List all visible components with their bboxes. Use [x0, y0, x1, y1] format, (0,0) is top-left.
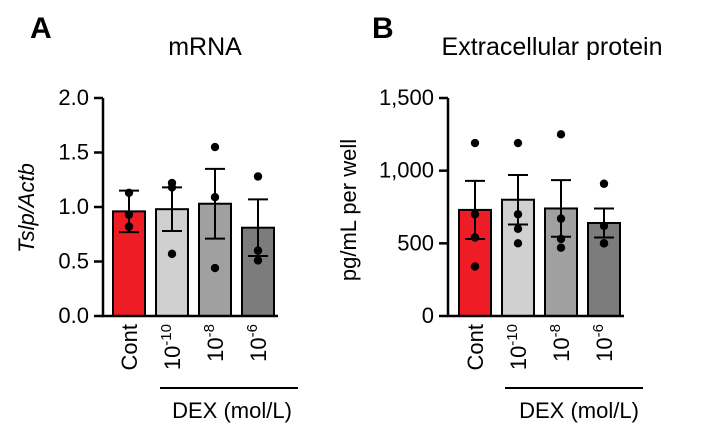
panel-a-y-tick-label: 0.5 [58, 249, 89, 274]
panel-b-x-tick-label: 10-8 [547, 324, 574, 362]
panel-b-data-point [513, 138, 523, 148]
panel-a-data-point [253, 172, 263, 181]
panel-a-group-label: DEX (mol/L) [172, 398, 292, 423]
panel-b-y-tick-label: 1,000 [379, 158, 434, 183]
panel-b-title: Extracellular protein [442, 33, 663, 61]
panel-a-data-point [167, 183, 177, 192]
panel-b-data-point [599, 239, 609, 248]
panel-a-y-axis-label: Tslp/Actb [14, 163, 39, 253]
panel-b-x-tick-label: 10-6 [590, 324, 617, 362]
panel-a-data-point [124, 210, 134, 219]
panel-a-data-point [124, 222, 134, 231]
panel-b-x-tick-label: 10-10 [504, 324, 531, 370]
panel-b-data-point [556, 214, 566, 223]
panel-b-y-axis-label: pg/mL per well [336, 139, 361, 281]
panel-a-data-point [210, 263, 220, 273]
panel-b-data-point [556, 234, 566, 244]
panel-b-data-point [556, 130, 566, 139]
panel-b-letter: B [372, 12, 394, 45]
panel-b-data-point [556, 243, 566, 252]
panel-b-data-point [470, 233, 480, 242]
panel-a-title: mRNA [168, 33, 242, 61]
panel-b: B Extracellular protein pg/mL per well 0… [336, 12, 662, 423]
panel-a: A mRNA Tslp/Actb 0.0 0.5 1.0 1.5 2.0 Cont 10-1… [14, 12, 298, 423]
panel-a-x-tick-label: 10-8 [201, 324, 228, 362]
panel-a-data-point [124, 188, 134, 198]
panel-b-data-point [470, 138, 480, 148]
panel-a-data-point [210, 142, 220, 152]
panel-a-data-point [167, 249, 177, 259]
panel-b-data-point [513, 210, 523, 219]
panel-b-data-point [599, 179, 609, 188]
panel-b-data-point [513, 224, 523, 233]
panel-b-data-point [513, 239, 523, 248]
panel-a-data-point [253, 246, 263, 255]
panel-b-data-point [599, 221, 609, 231]
panel-a-y-tick-label: 0.0 [58, 303, 89, 328]
panel-a-y-tick-label: 2.0 [58, 85, 89, 110]
panel-a-data-point [210, 192, 220, 202]
panel-b-y-tick-label: 0 [422, 303, 434, 328]
panel-b-data-point [470, 262, 480, 271]
panel-b-y-tick-label: 1,500 [379, 85, 434, 110]
panel-b-y-tick-label: 500 [397, 230, 434, 255]
panel-a-data-point [253, 256, 263, 265]
panel-b-group-label: DEX (mol/L) [519, 398, 639, 423]
panel-b-data-point [470, 210, 480, 219]
panel-a-x-tick-label: 10-6 [244, 324, 271, 362]
panel-a-x-tick-label: Cont [117, 324, 142, 370]
panel-a-x-tick-label: 10-10 [158, 324, 185, 370]
panel-a-y-tick-label: 1.5 [58, 140, 89, 165]
panel-a-letter: A [30, 12, 52, 45]
panel-a-y-tick-label: 1.0 [58, 194, 89, 219]
panel-b-x-tick-label: Cont [463, 324, 488, 370]
